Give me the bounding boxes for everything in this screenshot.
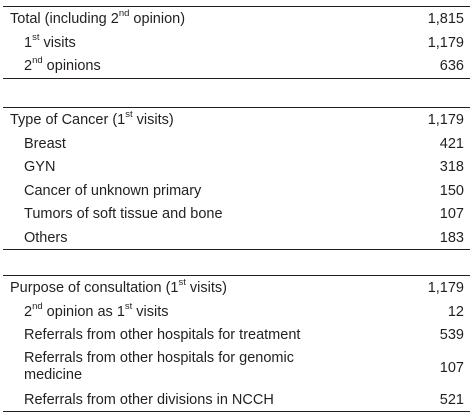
table-row-soft-tissue-bone: Tumors of soft tissue and bone 107 (3, 202, 470, 226)
table-row-unknown-primary: Cancer of unknown primary 150 (3, 179, 470, 203)
row-value: 107 (439, 206, 464, 222)
row-value: 150 (439, 182, 464, 199)
row-label: Type of Cancer (1st visits) (10, 109, 174, 128)
row-label: Cancer of unknown primary (24, 182, 202, 199)
row-label: 1st visits (24, 31, 76, 51)
row-label: Purpose of consultation (1st visits) (10, 277, 227, 296)
row-value: 318 (439, 159, 464, 175)
row-label: Tumors of soft tissue and bone (24, 206, 223, 222)
row-label: Referrals from other divisions in NCCH (24, 391, 274, 408)
cancer-type-section: Type of Cancer (1st visits) 1,179 Breast… (3, 107, 470, 250)
row-label: Referrals from other hospitals for treat… (24, 327, 301, 343)
row-label: Breast (24, 135, 66, 152)
row-value: 521 (439, 391, 464, 408)
row-label: Others (24, 229, 68, 246)
table-row-others: Others 183 (3, 226, 470, 250)
table-row-second-opinion-first-visit: 2nd opinion as 1st visits 12 (3, 300, 470, 324)
row-label: 2nd opinions (24, 55, 101, 74)
table-row-referrals-ncch: Referrals from other divisions in NCCH 5… (3, 388, 470, 412)
row-label: Referrals from other hospitals for genom… (24, 349, 294, 383)
row-value: 1,179 (427, 280, 464, 296)
row-value: 1,815 (427, 11, 464, 27)
row-value: 183 (439, 229, 464, 246)
purpose-section: Purpose of consultation (1st visits) 1,1… (3, 275, 470, 412)
row-value: 107 (439, 359, 464, 376)
table-row-first-visits: 1st visits 1,179 (3, 31, 470, 55)
summary-section: Total (including 2nd opinion) 1,815 1st … (3, 6, 470, 79)
table-row-breast: Breast 421 (3, 132, 470, 156)
table-row-cancer-type-header: Type of Cancer (1st visits) 1,179 (3, 108, 470, 132)
row-value: 421 (439, 135, 464, 152)
row-value: 539 (439, 327, 464, 343)
row-label: Total (including 2nd opinion) (10, 8, 186, 27)
table-row-referrals-treatment: Referrals from other hospitals for treat… (3, 323, 470, 347)
row-label: GYN (24, 159, 56, 175)
table-row-gyn: GYN 318 (3, 155, 470, 179)
table-row-purpose-header: Purpose of consultation (1st visits) 1,1… (3, 276, 470, 300)
row-value: 1,179 (427, 112, 464, 128)
row-value: 1,179 (427, 34, 464, 51)
row-value: 12 (447, 303, 464, 320)
row-label: 2nd opinion as 1st visits (24, 300, 169, 320)
table-row-second-opinions: 2nd opinions 636 (3, 54, 470, 78)
table-row-referrals-genomic: Referrals from other hospitals for genom… (3, 347, 470, 388)
table-row-total: Total (including 2nd opinion) 1,815 (3, 7, 470, 31)
row-value: 636 (439, 58, 464, 74)
